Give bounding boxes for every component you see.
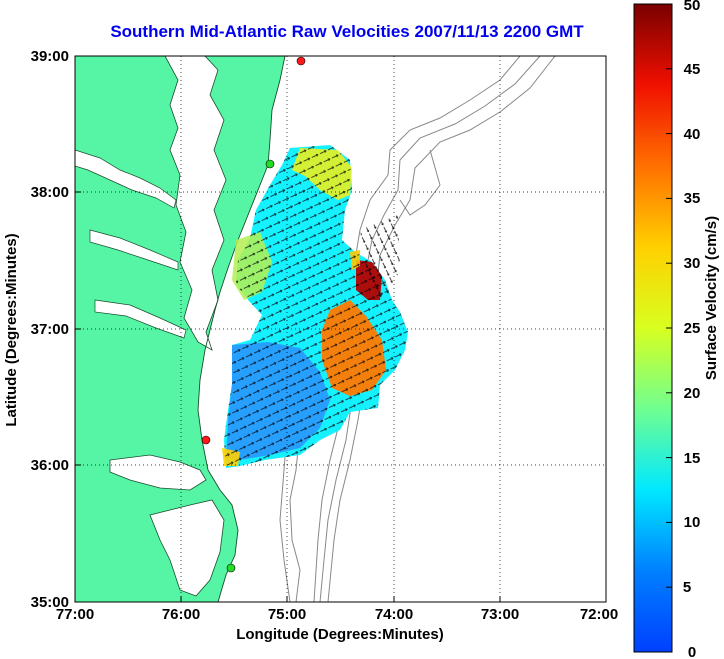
coastline — [197, 56, 286, 602]
y-tick-label: 39:00 — [31, 48, 69, 65]
x-tick-labels: 77:00 76:00 75:00 74:00 73:00 72:00 — [56, 606, 618, 623]
colorbar-label: Surface Velocity (cm/s) — [703, 216, 720, 380]
x-tick-label: 77:00 — [56, 606, 94, 623]
axis-tick-marks — [74, 55, 607, 603]
y-tick-label: 36:00 — [31, 457, 69, 474]
y-tick-labels: 39:00 38:00 37:00 36:00 35:00 — [31, 48, 69, 611]
x-axis-label: Longitude (Degrees:Minutes) — [236, 626, 444, 643]
stations — [201, 56, 306, 573]
y-tick-label: 38:00 — [31, 184, 69, 201]
colorbar-tick-label: 5 — [683, 579, 691, 596]
x-tick-label: 76:00 — [162, 606, 200, 623]
x-tick-label: 73:00 — [481, 606, 519, 623]
x-tick-label: 74:00 — [375, 606, 413, 623]
map-title: Southern Mid-Atlantic Raw Velocities 200… — [110, 22, 584, 41]
station-marker — [226, 563, 236, 573]
rappahannock-river — [89, 229, 179, 271]
potomac-river — [75, 149, 177, 209]
station-marker — [265, 159, 275, 169]
y-tick-label: 37:00 — [31, 321, 69, 338]
colorbar-tick-label: 0 — [688, 644, 696, 659]
x-tick-label: 75:00 — [268, 606, 306, 623]
york-james-rivers — [94, 299, 187, 339]
albemarle-sound — [109, 454, 207, 491]
colorbar-tick-label: 40 — [684, 126, 701, 143]
colorbar-tick-label: 15 — [684, 450, 701, 467]
colorbar-tick-label: 10 — [684, 514, 701, 531]
y-tick-label: 35:00 — [31, 594, 69, 611]
velocity-vectors-offshore — [360, 215, 400, 300]
colorbar-tick-label: 30 — [684, 255, 701, 272]
colorbar-tick-label: 20 — [684, 385, 701, 402]
velocity-field — [222, 145, 408, 468]
colorbar-tick-marks — [666, 3, 672, 653]
colorbar — [633, 3, 673, 653]
colorbar-tick-labels: 0 5 10 15 20 25 30 35 40 45 50 — [683, 0, 701, 659]
colorbar-tick-label: 45 — [684, 61, 701, 78]
map-grid — [75, 56, 606, 602]
y-axis-label: Latitude (Degrees:Minutes) — [3, 233, 20, 426]
station-marker — [201, 435, 211, 445]
colorbar-tick-label: 35 — [684, 190, 701, 207]
x-tick-label: 72:00 — [580, 606, 618, 623]
pamlico-sound — [149, 499, 225, 597]
colorbar-tick-label: 25 — [684, 320, 701, 337]
velocity-vectors — [224, 145, 408, 468]
chesapeake-bay — [164, 56, 227, 351]
station-marker — [296, 56, 306, 66]
colorbar-tick-label: 50 — [684, 0, 701, 14]
